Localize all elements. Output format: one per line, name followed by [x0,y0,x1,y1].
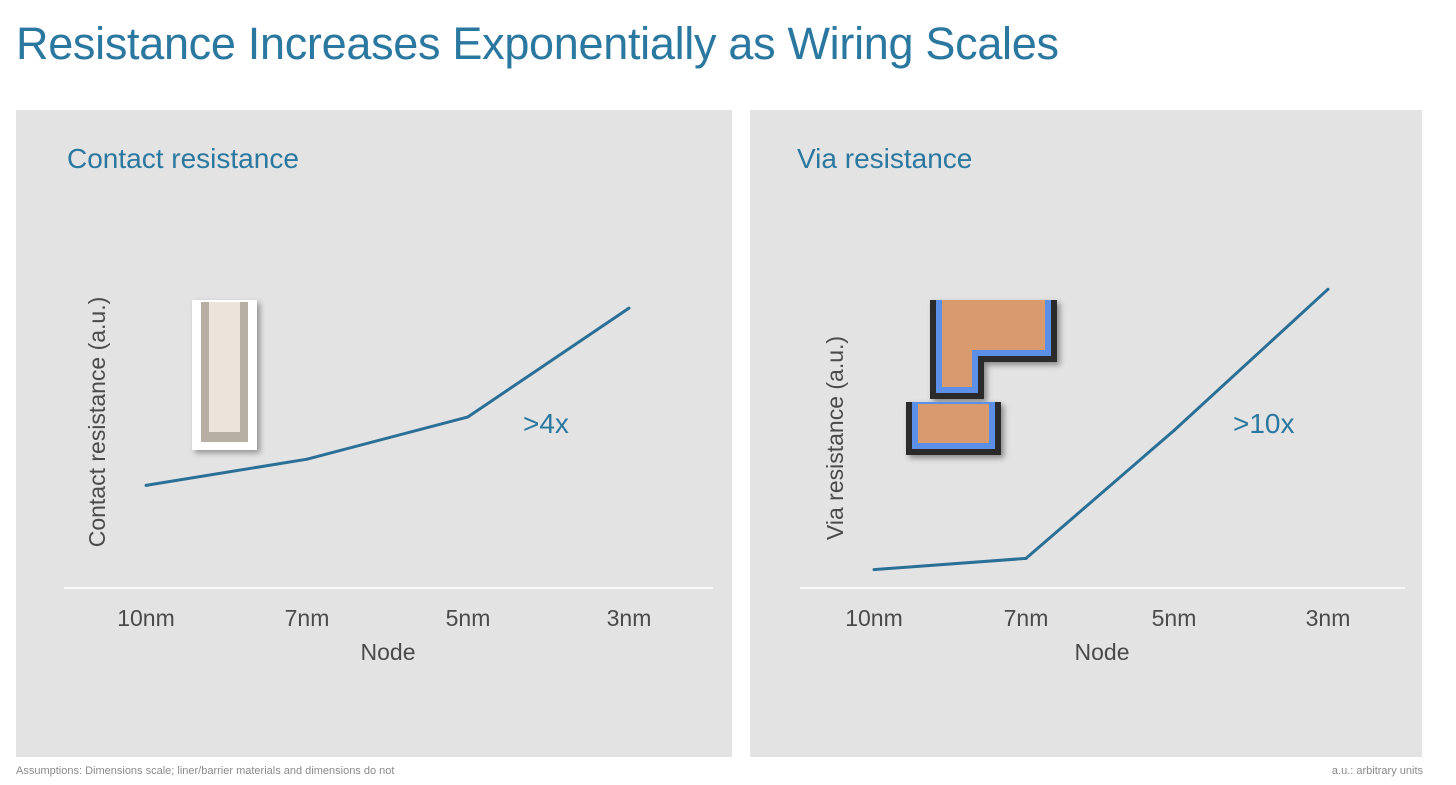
x-tick-label: 5nm [1152,605,1197,631]
contact-icon [192,300,257,450]
x-axis-label: Node [361,639,416,665]
via-resistance-panel: Via resistance 10nm 7nm 5nm 3nm >10x Node V… [750,110,1422,757]
assumptions-footnote: Assumptions: Dimensions scale; liner/bar… [16,765,395,777]
data-point-7nm [305,457,309,461]
growth-annotation: >4x [523,408,569,439]
y-axis-label: Via resistance (a.u.) [822,336,848,540]
x-tick-label: 7nm [1004,605,1049,631]
x-tick-label: 10nm [845,605,903,631]
via-resistance-chart: Via resistance 10nm 7nm 5nm 3nm >10x Node V… [797,143,1405,665]
y-axis-label: Contact resistance (a.u.) [84,297,110,548]
series-line [873,288,1330,572]
growth-annotation: >10x [1233,408,1295,439]
contact-resistance-panel: Contact resistance 10nm 7nm 5nm 3nm >4x Nod… [16,110,732,757]
units-footnote: a.u.: arbitrary units [1331,765,1423,777]
chart-title: Via resistance [797,143,972,174]
data-point-3nm [627,306,631,310]
contact-resistance-chart: Contact resistance 10nm 7nm 5nm 3nm >4x Nod… [64,143,713,665]
x-tick-label: 3nm [607,605,652,631]
data-point-5nm [466,415,470,419]
page-title: Resistance Increases Exponentially as Wi… [16,18,1059,69]
x-tick-label: 7nm [285,605,330,631]
chart-title: Contact resistance [67,143,299,174]
x-axis-label: Node [1075,639,1130,665]
data-point-10nm [144,483,148,487]
data-point-3nm [1326,287,1330,291]
data-point-10nm [872,568,876,572]
x-tick-label: 3nm [1306,605,1351,631]
x-tick-label: 10nm [117,605,175,631]
via-icon [906,300,1057,455]
data-point-5nm [1172,429,1176,433]
x-tick-label: 5nm [446,605,491,631]
series-line [145,306,630,487]
data-point-7nm [1024,556,1028,560]
